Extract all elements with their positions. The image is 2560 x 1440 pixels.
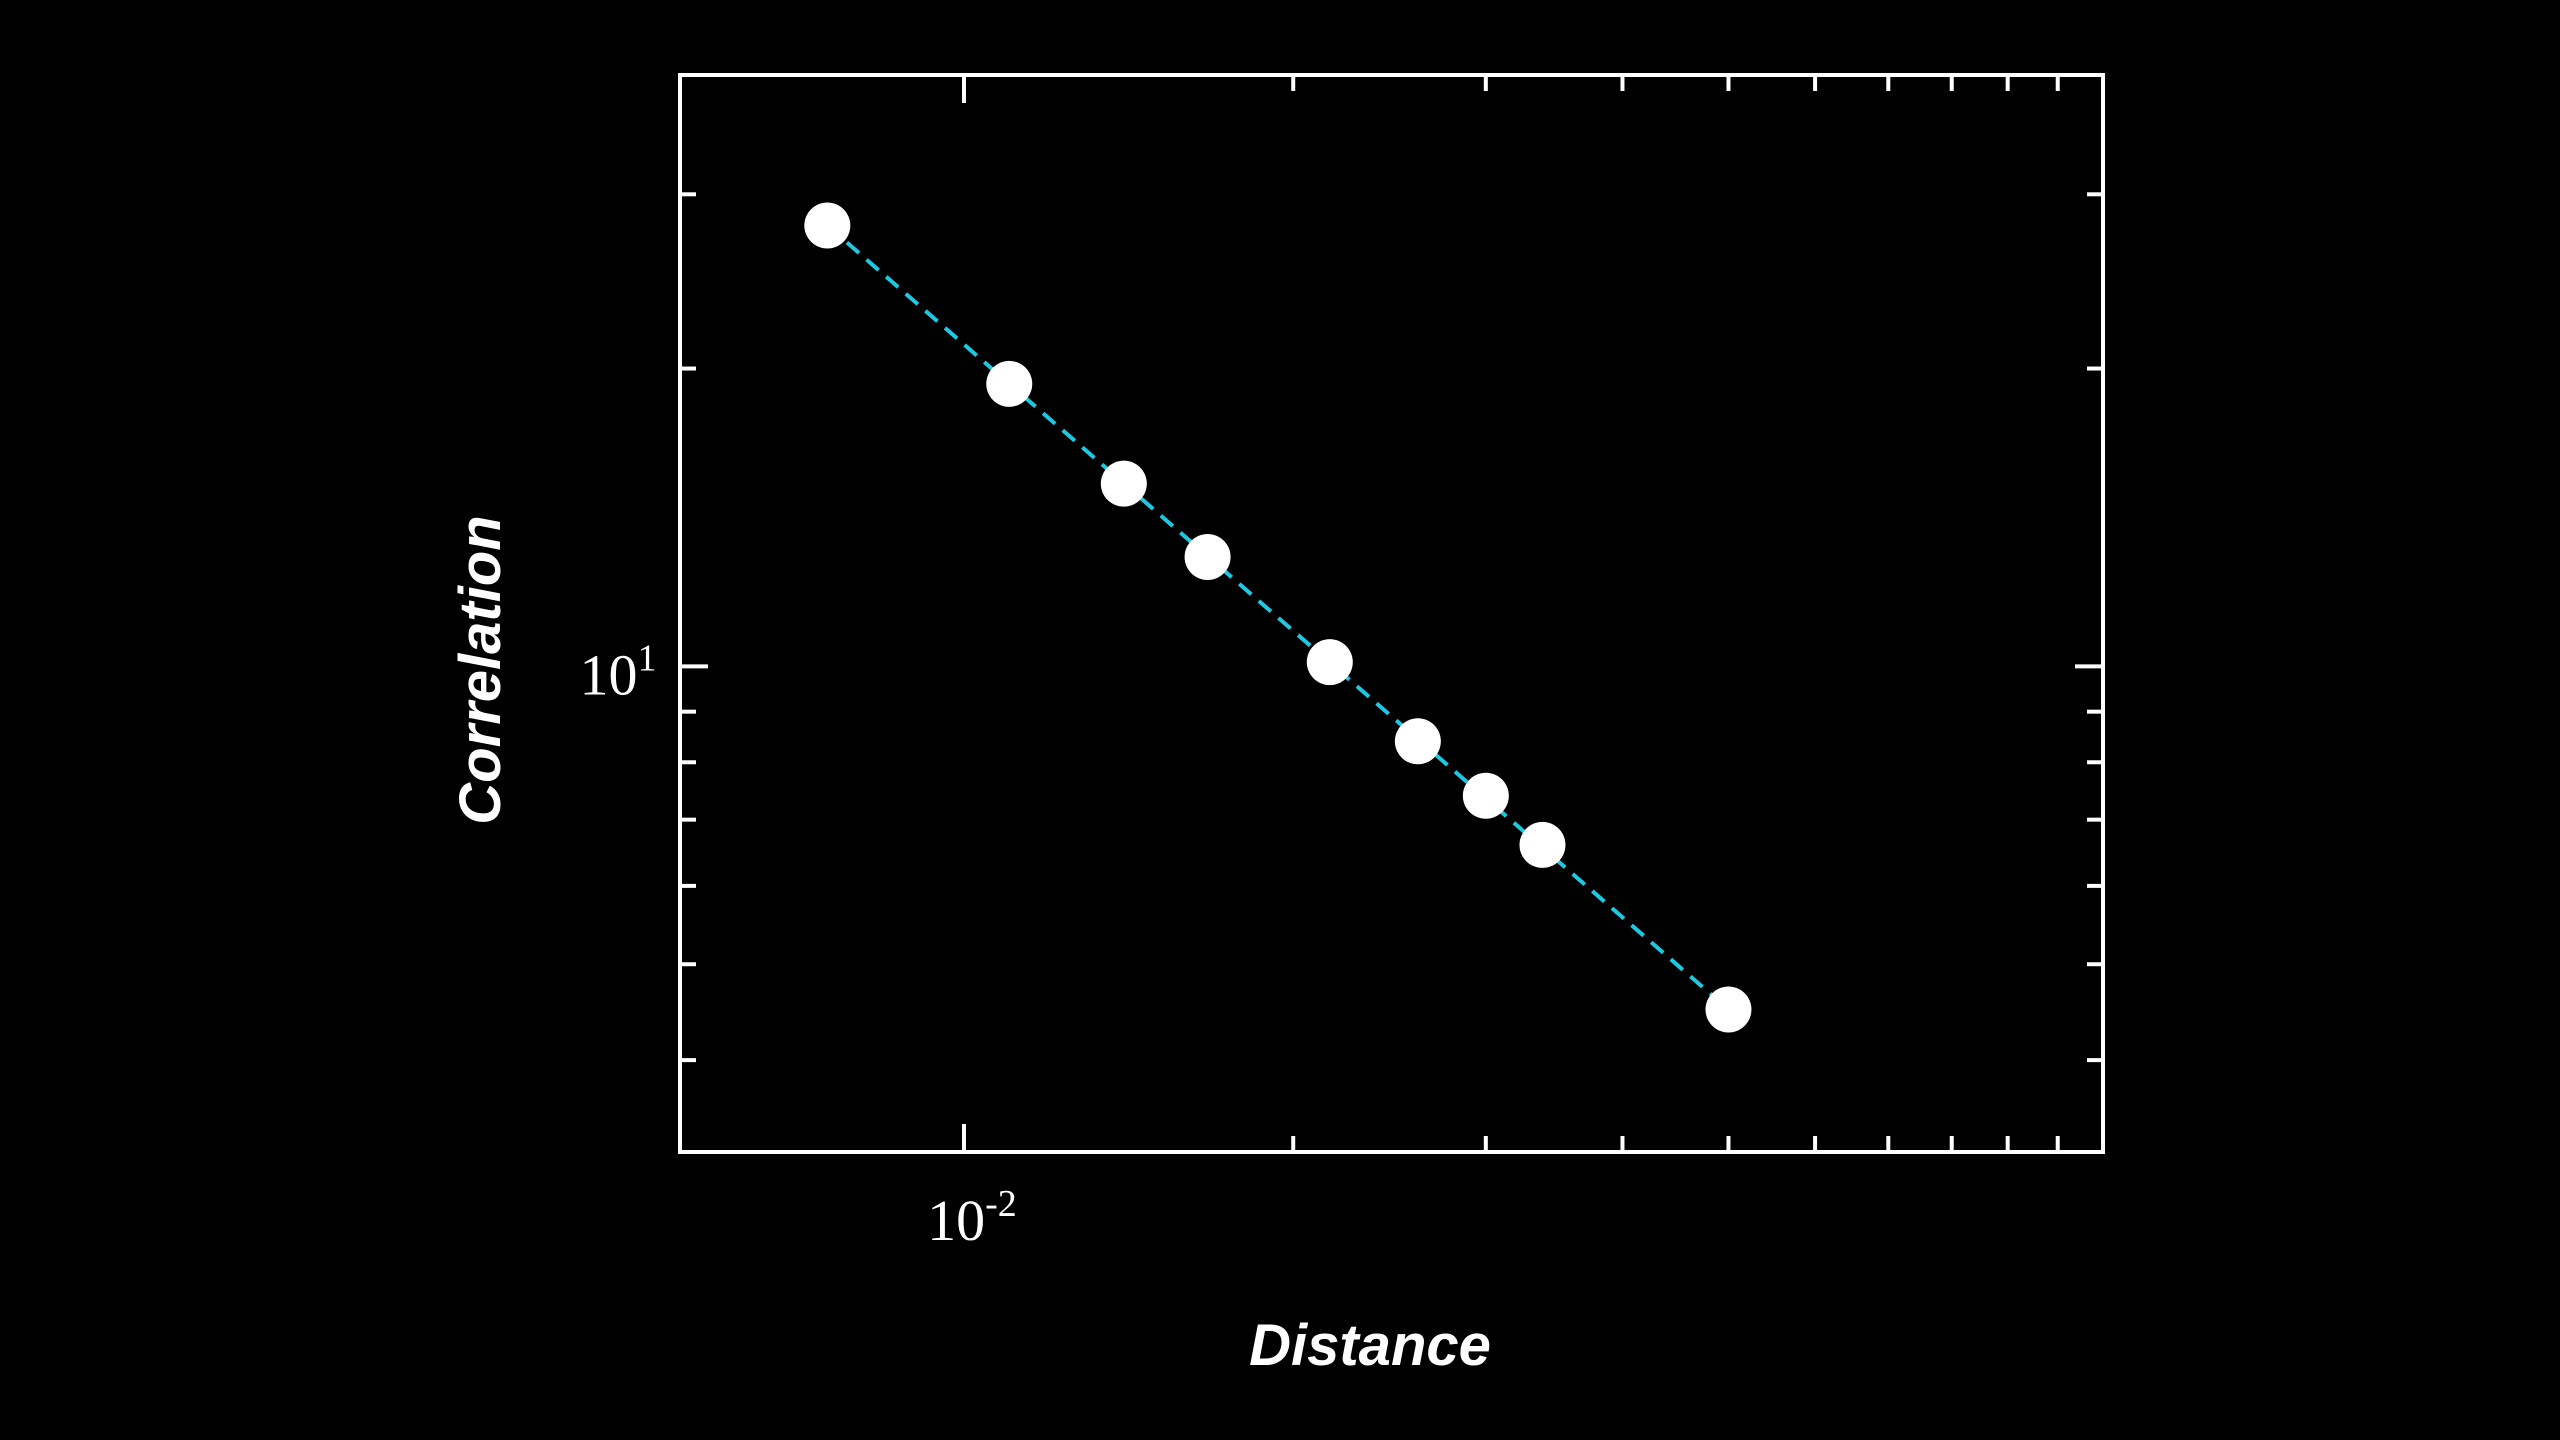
data-point-2 (1100, 460, 1147, 507)
data-points (804, 202, 1752, 1033)
fit-line (826, 223, 1730, 1012)
y-tick-label-0: 101 (580, 637, 657, 707)
data-point-0 (804, 202, 851, 249)
data-point-1 (986, 360, 1033, 407)
x-axis-title: Distance (1249, 1313, 1491, 1378)
data-point-4 (1306, 639, 1353, 686)
data-point-8 (1705, 986, 1752, 1033)
ticks-layer (680, 75, 2103, 1152)
y-axis-title: Correlation (448, 515, 513, 824)
plot-frame (678, 73, 2105, 1154)
tick-labels: 10-2 101 (580, 637, 1017, 1253)
fit-line-layer (826, 223, 1730, 1012)
data-point-5 (1394, 718, 1441, 765)
x-tick-label-0: 10-2 (927, 1183, 1017, 1253)
data-point-3 (1184, 533, 1231, 580)
data-point-7 (1519, 821, 1566, 868)
data-point-6 (1462, 772, 1509, 819)
